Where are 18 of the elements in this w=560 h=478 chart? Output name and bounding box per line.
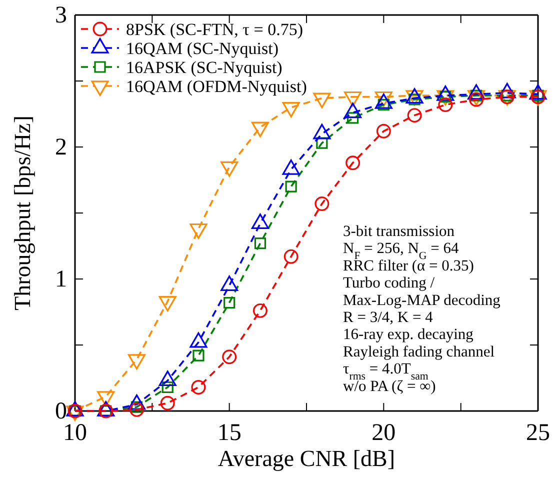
y-tick-label: 2 <box>55 134 67 161</box>
x-tick-label: 20 <box>372 420 396 446</box>
legend-label: 16QAM (OFDM-Nyquist) <box>126 77 307 96</box>
y-tick-label: 3 <box>55 2 67 29</box>
y-axis-title: Throughput [bps/Hz] <box>10 116 35 310</box>
annotation: 16-ray exp. decaying <box>343 326 474 344</box>
x-axis-title: Average CNR [dB] <box>218 446 396 471</box>
annotation: 3-bit transmission <box>343 223 455 240</box>
x-tick-label: 25 <box>526 420 550 446</box>
legend-label: 16QAM (SC-Nyquist) <box>126 39 279 58</box>
x-tick-label: 15 <box>217 420 242 446</box>
legend-label: 16APSK (SC-Nyquist) <box>126 58 282 77</box>
annotation: Rayleigh fading channel <box>343 343 495 360</box>
annotation: R = 3/4, K = 4 <box>343 309 434 326</box>
annotation: Turbo coding / <box>343 274 436 292</box>
annotation: Max-Log-MAP decoding <box>343 292 501 309</box>
legend-label: 8PSK (SC-FTN, τ = 0.75) <box>126 20 303 39</box>
y-tick-label: 1 <box>55 266 67 293</box>
